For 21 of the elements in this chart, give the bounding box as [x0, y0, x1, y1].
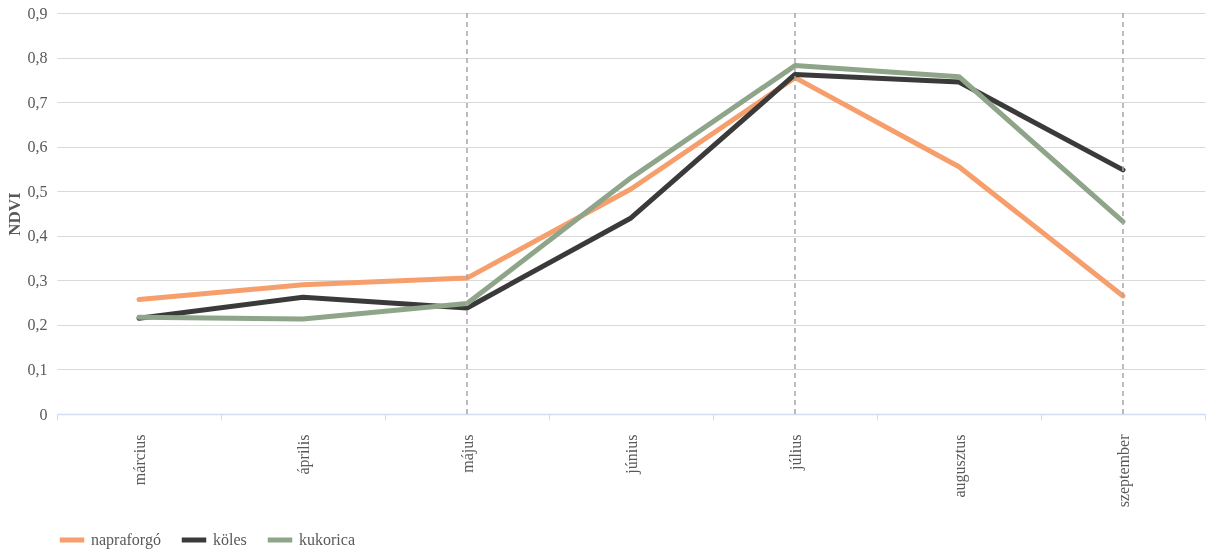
x-tick-label: március — [130, 434, 148, 486]
y-tick-label: 0,5 — [27, 182, 48, 200]
y-tick-label: 0,6 — [27, 138, 48, 156]
x-tick-label: szeptember — [1114, 433, 1133, 508]
x-tick-label: augusztus — [950, 434, 969, 498]
legend-label: napraforgó — [91, 531, 161, 549]
x-tick-label: május — [458, 434, 477, 473]
legend-label: kukorica — [299, 531, 355, 548]
y-tick-label: 0,9 — [27, 4, 48, 22]
x-tick-label: június — [622, 434, 641, 475]
y-tick-label: 0 — [39, 405, 48, 423]
y-tick-label: 0,1 — [27, 360, 48, 378]
y-tick-label: 0,7 — [27, 93, 48, 111]
y-axis-title: NDVI — [4, 191, 24, 236]
x-tick-label: július — [786, 434, 805, 472]
x-tick-label: április — [294, 434, 313, 475]
y-tick-label: 0,4 — [27, 227, 48, 245]
y-tick-label: 0,2 — [27, 316, 48, 334]
y-tick-label: 0,3 — [27, 271, 48, 289]
legend-label: köles — [213, 531, 247, 548]
y-tick-label: 0,8 — [27, 49, 48, 67]
